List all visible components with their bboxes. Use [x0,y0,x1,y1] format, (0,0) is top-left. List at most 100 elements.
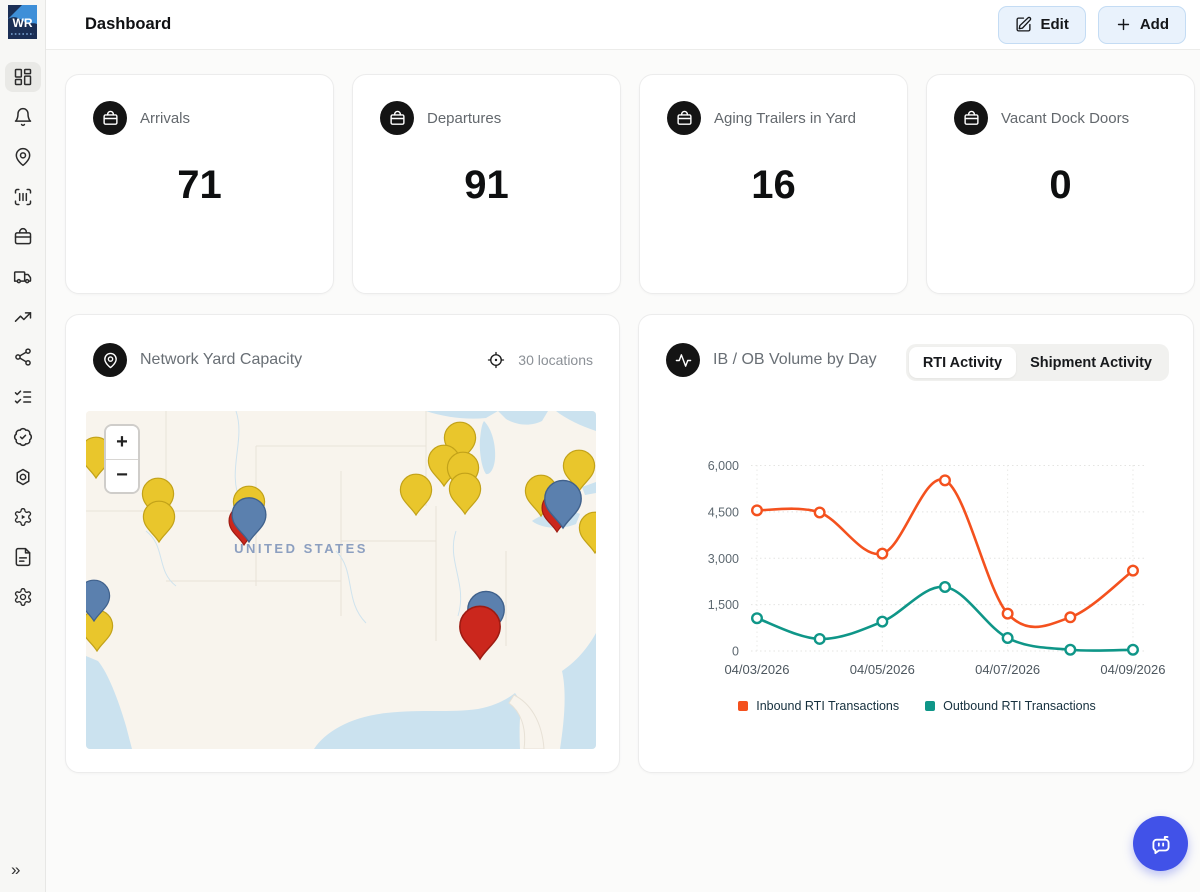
data-point[interactable] [876,615,889,628]
lunchbox-icon [14,228,32,245]
app-logo[interactable]: WR [8,5,37,39]
edit-button[interactable]: Edit [998,5,1086,44]
sidebar-nav [0,62,46,612]
data-point[interactable] [750,612,763,625]
stat-card-departures: Departures 91 [352,74,621,294]
data-point[interactable] [876,547,889,560]
sidebar: WR [0,0,46,892]
topbar: Dashboard Edit Add [46,0,1200,50]
data-point[interactable] [938,581,951,594]
data-point[interactable] [813,506,826,519]
data-point[interactable] [1126,564,1139,577]
add-button[interactable]: Add [1097,5,1186,44]
tab-rti-activity[interactable]: RTI Activity [908,347,1017,378]
map-marker-yellow[interactable] [562,449,596,493]
sidebar-item-assets[interactable] [5,462,41,492]
map-card-title: Network Yard Capacity [140,351,303,368]
data-point[interactable] [938,474,951,487]
sidebar-expand-button[interactable]: » [11,860,21,879]
share-network-icon [15,348,31,366]
map-marker-yellow[interactable] [399,473,433,517]
map-pin-icon [93,343,127,377]
stat-label: Vacant Dock Doors [1001,109,1130,127]
map-marker-blue[interactable] [86,579,111,623]
legend-swatch-inbound [738,701,749,711]
sidebar-item-tasks[interactable] [5,382,41,412]
locations-count: 30 locations [518,352,593,368]
legend-item-inbound[interactable]: Inbound RTI Transactions [738,699,899,713]
stat-value: 71 [177,163,222,207]
stat-value: 91 [464,163,509,207]
bell-icon [14,107,32,127]
stat-card-arrivals: Arrivals 71 [65,74,334,294]
data-point[interactable] [1001,632,1014,645]
legend-item-outbound[interactable]: Outbound RTI Transactions [925,699,1096,713]
lunchbox-icon [667,101,701,135]
map-marker-blue[interactable] [544,479,582,530]
sidebar-item-trailers[interactable] [5,262,41,292]
edit-icon [1016,16,1032,32]
list-checks-icon [14,390,32,404]
sidebar-item-settings[interactable] [5,582,41,612]
map-markers [86,421,596,661]
sidebar-item-analytics[interactable] [5,302,41,332]
sidebar-item-notifications[interactable] [5,102,41,132]
gear-play-icon [14,508,32,526]
map-zoom-control: + − [104,424,140,494]
sidebar-item-automation[interactable] [5,502,41,532]
sidebar-item-locations[interactable] [5,142,41,172]
data-point[interactable] [1064,643,1077,656]
svg-text:WR: WR [13,16,33,30]
series-line-1 [755,585,1135,652]
data-point[interactable] [813,632,826,645]
stat-value: 0 [1049,163,1072,207]
yard-capacity-map[interactable]: UNITED STATES + − [86,411,596,749]
badge-check-icon [13,427,33,447]
locate-icon[interactable] [487,351,505,369]
svg-text:6,000: 6,000 [708,459,739,473]
map-water [86,411,596,749]
map-marker-yellow[interactable] [578,511,596,555]
sidebar-item-reports[interactable] [5,542,41,572]
lunchbox-icon [93,101,127,135]
legend-swatch-outbound [925,701,936,711]
tab-shipment-activity[interactable]: Shipment Activity [1030,354,1152,371]
locations-indicator: 30 locations [487,351,593,369]
map-marker-blue[interactable] [231,497,267,544]
data-point[interactable] [1001,607,1014,620]
lunchbox-icon [954,101,988,135]
ib-ob-volume-card: IB / OB Volume by Day RTI Activity Shipm… [638,314,1194,773]
map-pin-icon [15,147,31,167]
edit-button-label: Edit [1040,16,1069,33]
sidebar-item-inventory[interactable] [5,222,41,252]
sidebar-item-network[interactable] [5,342,41,372]
data-point[interactable] [1126,643,1139,656]
svg-text:04/09/2026: 04/09/2026 [1100,662,1165,677]
chat-assistant-button[interactable] [1133,816,1188,871]
zoom-out-button[interactable]: − [106,459,138,492]
network-yard-capacity-card: Network Yard Capacity 30 locations [65,314,620,773]
sidebar-item-approvals[interactable] [5,422,41,452]
stat-label: Departures [427,109,502,127]
volume-chart[interactable]: 0 1,500 3,000 4,500 6,000 04/03/2026 04/05/202… [639,445,1195,685]
map-florida [508,694,545,749]
stat-value: 16 [751,163,796,207]
map-marker-red[interactable] [459,605,501,661]
main-content: Arrivals 71 Departures 91 Aging Trailers… [46,50,1200,892]
lunchbox-icon [380,101,414,135]
dashboard-icon [14,68,32,86]
sidebar-item-scan[interactable] [5,182,41,212]
data-point[interactable] [1064,611,1077,624]
stat-label: Arrivals [140,109,191,127]
chart-legend: Inbound RTI Transactions Outbound RTI Tr… [639,699,1195,713]
svg-text:04/07/2026: 04/07/2026 [975,662,1040,677]
zoom-in-button[interactable]: + [106,426,138,460]
activity-tabs: RTI Activity Shipment Activity [905,344,1169,381]
svg-text:0: 0 [732,645,739,659]
map-marker-yellow[interactable] [142,500,176,544]
map-marker-yellow[interactable] [448,472,482,516]
sidebar-item-dashboard[interactable] [5,62,41,92]
settings-icon [14,588,32,606]
trending-up-icon [14,312,32,322]
data-point[interactable] [750,504,763,517]
